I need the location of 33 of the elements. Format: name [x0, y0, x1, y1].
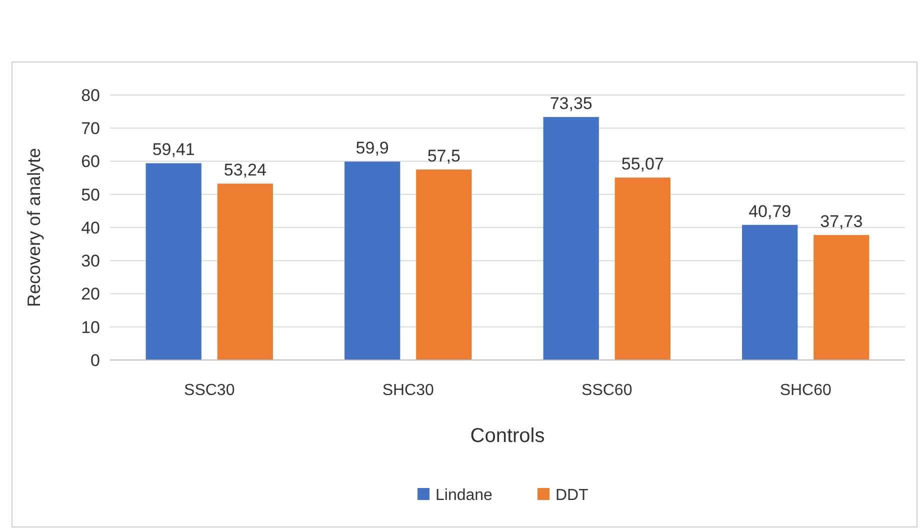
data-label: 40,79: [748, 202, 792, 221]
data-label: 59,41: [152, 140, 195, 160]
y-tick-label: 20: [81, 284, 100, 304]
y-tick-label: 70: [81, 119, 100, 138]
y-tick-label: 50: [81, 185, 100, 204]
y-tick-label: 80: [81, 86, 100, 105]
bar: [543, 117, 599, 360]
data-label: 37,73: [820, 212, 863, 232]
legend-label: DDT: [556, 487, 589, 504]
y-tick-label: 60: [81, 152, 100, 172]
x-axis-title: Controls: [470, 425, 545, 447]
bar: [742, 224, 798, 360]
bar: [416, 170, 472, 360]
legend-label: Lindane: [436, 487, 493, 504]
data-label: 59,9: [356, 138, 389, 158]
x-tick-label: SSC30: [184, 382, 235, 399]
data-label: 57,5: [427, 146, 460, 166]
y-axis-title: Recovery of analyte: [24, 148, 44, 308]
bar: [614, 178, 670, 360]
bar: [344, 162, 400, 360]
bar: [814, 235, 870, 360]
data-label: 73,35: [550, 94, 592, 114]
data-label: 53,24: [224, 160, 266, 180]
y-tick-label: 30: [81, 252, 100, 271]
x-tick-label: SHC60: [780, 382, 832, 399]
bar: [146, 163, 202, 360]
data-label: 55,07: [621, 154, 664, 174]
y-tick-label: 10: [81, 318, 100, 337]
x-tick-label: SSC60: [582, 382, 632, 399]
y-tick-label: 0: [90, 350, 100, 370]
y-tick-label: 40: [81, 218, 100, 238]
bar: [217, 184, 273, 360]
x-tick-label: SHC30: [382, 382, 434, 399]
